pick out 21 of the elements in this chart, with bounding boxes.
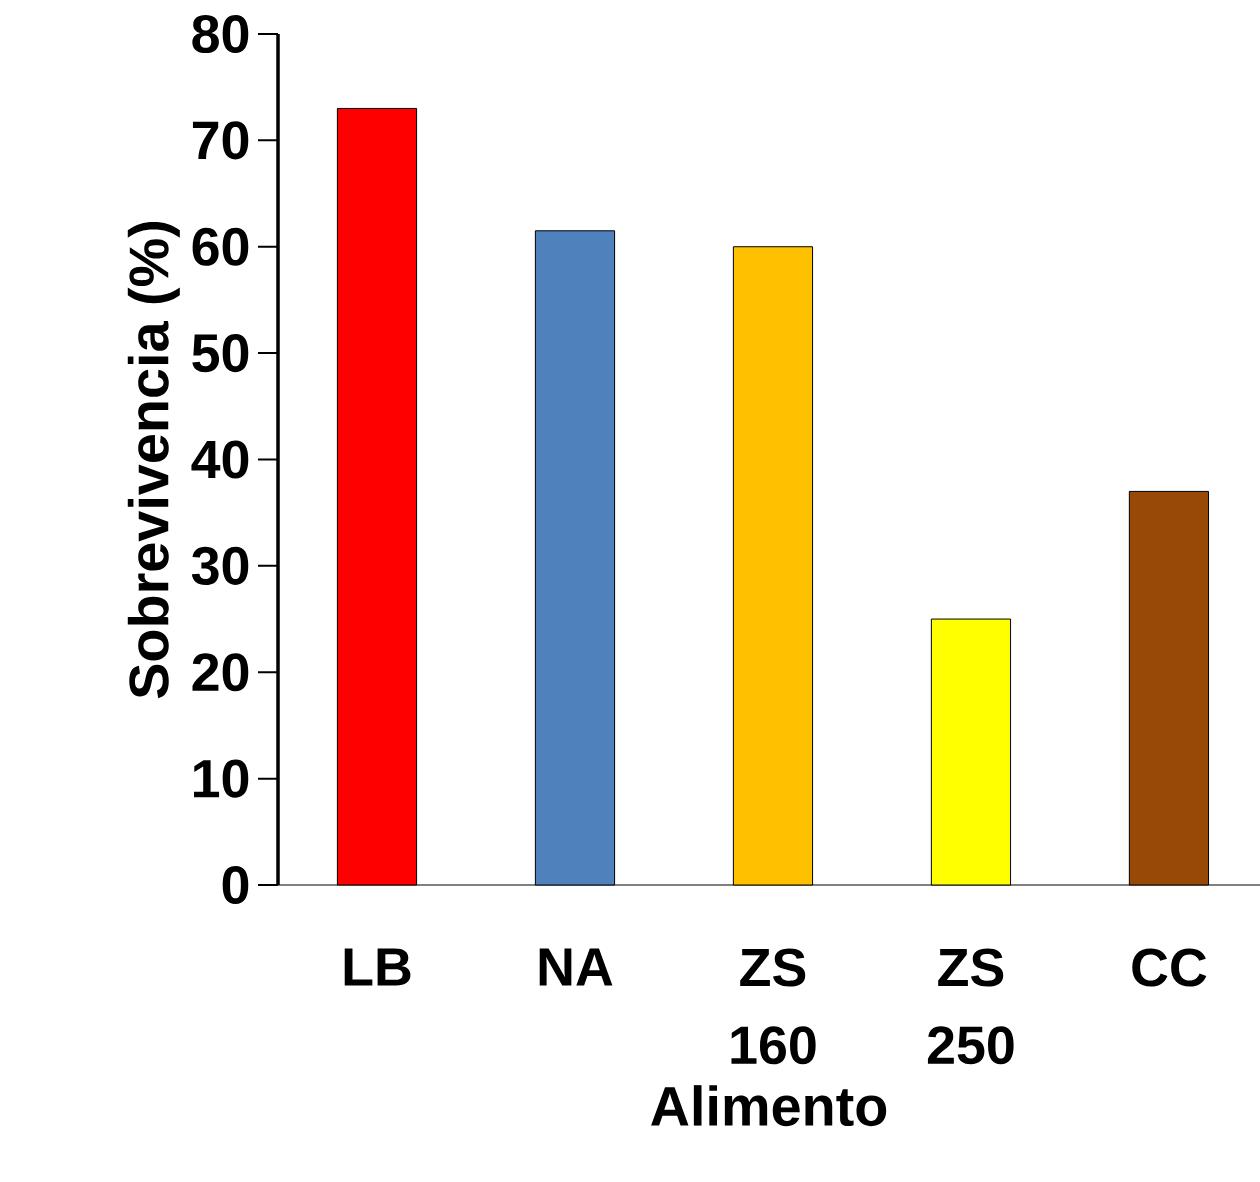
x-tick-label: CC: [1132, 948, 1207, 987]
x-tick-label: ZS 250: [927, 948, 1014, 1065]
y-tick-label: 0: [222, 865, 249, 905]
y-axis-title: Sobrevivencia (%): [127, 222, 180, 699]
x-tick-label: NA: [539, 948, 613, 986]
y-tick-label: 70: [192, 121, 249, 160]
bar: [1128, 490, 1210, 886]
y-tick-label: 80: [192, 14, 249, 54]
bar: [930, 618, 1012, 886]
y-tick-label: 60: [192, 227, 249, 266]
bar: [732, 246, 814, 886]
bar: [336, 107, 418, 886]
bar: [534, 230, 616, 886]
y-tick-label: 50: [192, 334, 249, 373]
y-tick-label: 20: [192, 653, 249, 692]
y-tick-label: 30: [191, 546, 249, 585]
x-tick-label: LB: [344, 948, 411, 986]
x-axis-title: Alimento: [651, 1085, 887, 1127]
x-tick-label: ZS 160: [731, 948, 816, 1065]
y-tick-label: 40: [191, 440, 249, 479]
y-tick-label: 10: [194, 759, 249, 798]
